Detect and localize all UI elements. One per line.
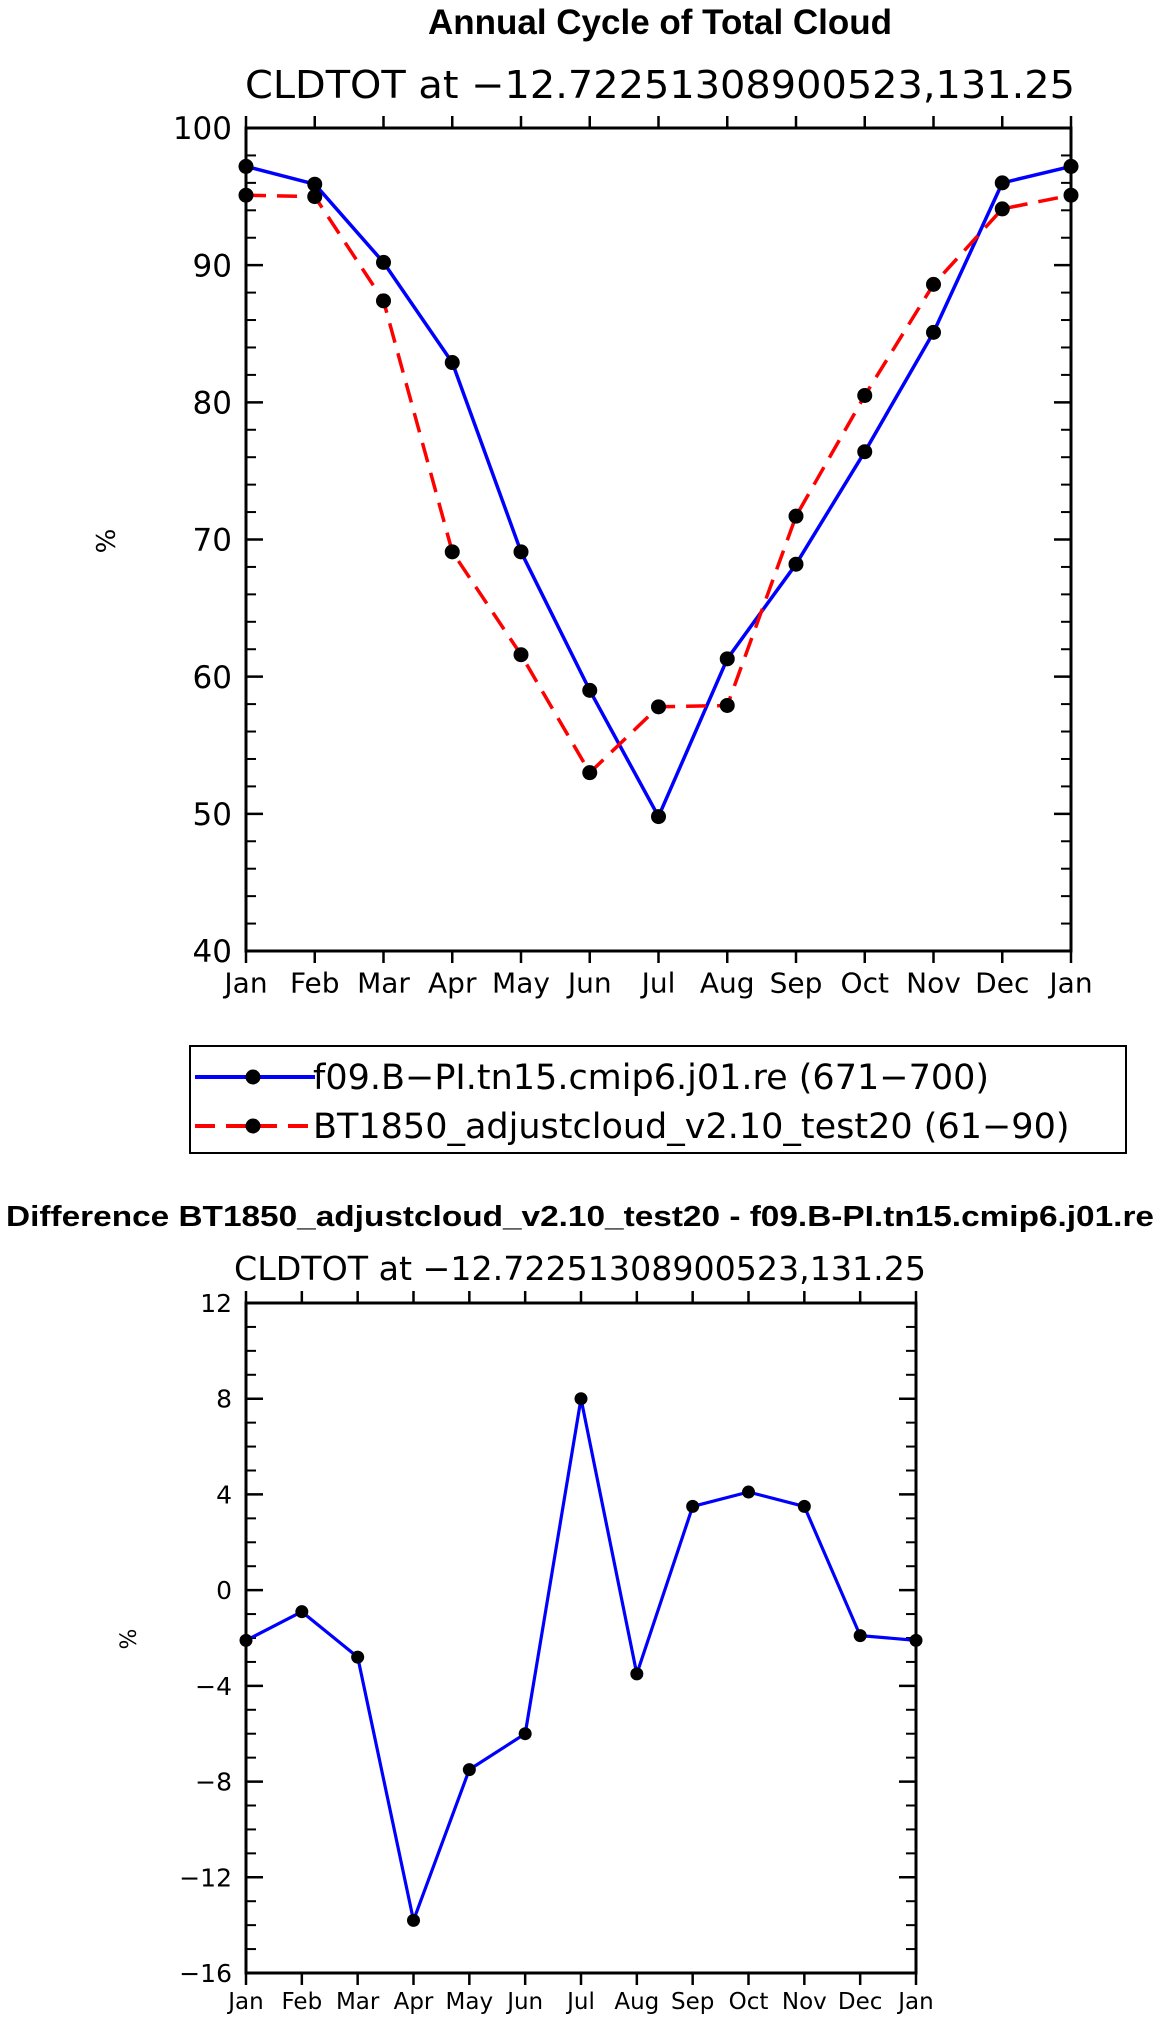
y-axis-label: % [117, 1629, 142, 1650]
series-line-2 [245, 193, 1072, 775]
chart-title: Difference BT1850_adjustcloud_v2.10_test… [6, 1201, 1154, 1233]
x-tick-label: Apr [394, 1989, 434, 2015]
data-point-series-2 [444, 544, 460, 560]
data-point-series-1 [376, 254, 391, 270]
x-tick-label: May [492, 966, 550, 999]
data-point-series-1 [788, 556, 804, 572]
data-point-series-2 [857, 387, 873, 403]
data-point-series-1 [518, 1727, 532, 1741]
y-tick-label: 50 [193, 797, 232, 833]
data-point-series-2 [719, 697, 735, 713]
legend-box [189, 1045, 1127, 1154]
x-tick-label: Jan [1047, 966, 1092, 999]
y-tick-label: −16 [179, 1959, 232, 1988]
legend: f09.B−PI.tn15.cmip6.j01.re (671−700) BT1… [189, 1045, 1127, 1154]
x-tick-label: Jun [505, 1989, 543, 2015]
y-tick-label: 4 [216, 1480, 232, 1509]
y-tick-label: 40 [193, 934, 232, 970]
y-axis-label: % [92, 529, 122, 554]
data-point-series-1 [651, 809, 666, 825]
x-tick-label: Oct [841, 966, 889, 999]
data-point-series-1 [582, 682, 598, 698]
y-tick-label: 12 [200, 1289, 232, 1318]
x-tick-label: Jul [565, 1989, 595, 2015]
difference-chart: Difference BT1850_adjustcloud_v2.10_test… [6, 1201, 1154, 2015]
data-point-series-1 [407, 1913, 420, 1927]
x-tick-label: Dec [838, 1989, 883, 2015]
x-tick-label: Apr [428, 966, 477, 999]
y-tick-label: 80 [193, 385, 232, 421]
data-point-series-1 [513, 544, 529, 560]
x-tick-label: Mar [357, 966, 410, 999]
data-point-series-2 [926, 276, 941, 292]
data-point-series-1 [926, 324, 941, 340]
x-tick-label: Jan [222, 966, 267, 999]
plot-frame [244, 126, 1073, 953]
x-tick-label: Mar [336, 1989, 380, 2015]
legend-marker-series-1 [245, 1069, 261, 1085]
series-line-1 [245, 1397, 917, 1923]
x-tick-label: Jan [226, 1989, 263, 2015]
x-tick-label: Nov [782, 1989, 827, 2015]
data-point-series-1 [853, 1629, 867, 1643]
series-line-1 [245, 164, 1072, 819]
data-point-series-2 [376, 293, 391, 309]
plot-frame [244, 1301, 918, 1975]
y-tick-label: 60 [193, 660, 232, 696]
data-point-series-2 [788, 508, 804, 524]
x-tick-label: Jul [640, 966, 676, 999]
data-point-series-2 [513, 647, 529, 663]
chart-title: Annual Cycle of Total Cloud [428, 3, 892, 42]
data-point-series-1 [444, 355, 460, 371]
data-point-series-1 [994, 175, 1010, 191]
x-tick-label: Oct [729, 1989, 769, 2015]
data-point-series-2 [994, 201, 1010, 217]
x-tick-label: Sep [671, 1989, 714, 2015]
x-tick-label: Feb [281, 1989, 322, 2015]
x-tick-label: Feb [290, 966, 340, 999]
legend-label-series-2: BT1850_adjustcloud_v2.10_test20 (61−90) [313, 1107, 1070, 1147]
data-point-series-1 [351, 1650, 365, 1664]
y-tick-label: 8 [216, 1385, 232, 1414]
y-tick-label: 0 [216, 1576, 232, 1605]
y-tick-label: −12 [179, 1863, 232, 1892]
x-tick-label: Dec [975, 966, 1029, 999]
data-point-series-1 [630, 1667, 644, 1681]
legend-label-series-1: f09.B−PI.tn15.cmip6.j01.re (671−700) [313, 1058, 989, 1098]
x-tick-label: Aug [700, 966, 755, 999]
x-tick-label: Aug [614, 1989, 659, 2015]
data-point-series-2 [582, 765, 598, 781]
data-point-series-1 [686, 1499, 700, 1513]
data-point-series-1 [307, 176, 323, 192]
chart-subtitle: CLDTOT at −12.72251308900523,131.25 [234, 1249, 926, 1288]
x-tick-label: Jan [896, 1989, 933, 2015]
data-point-series-2 [307, 189, 323, 205]
data-point-series-1 [742, 1485, 755, 1499]
x-tick-label: Nov [906, 966, 961, 999]
y-tick-label: 90 [193, 248, 232, 284]
data-point-series-1 [574, 1392, 588, 1406]
legend-marker-series-2 [245, 1118, 261, 1134]
x-tick-label: Sep [770, 966, 823, 999]
x-tick-label: Jun [566, 966, 612, 999]
y-tick-label: 100 [173, 111, 232, 147]
data-point-series-1 [857, 444, 873, 460]
chart-subtitle: CLDTOT at −12.72251308900523,131.25 [245, 63, 1075, 107]
y-tick-label: −8 [195, 1768, 232, 1797]
data-point-series-2 [651, 699, 666, 715]
data-point-series-1 [797, 1499, 811, 1513]
data-point-series-1 [462, 1763, 476, 1777]
y-tick-label: 70 [193, 523, 232, 559]
y-tick-label: −4 [195, 1672, 232, 1701]
data-point-series-1 [295, 1605, 309, 1619]
data-point-series-1 [719, 651, 735, 667]
x-tick-label: May [446, 1989, 494, 2015]
annual-cycle-chart: Annual Cycle of Total Cloud CLDTOT at −1… [92, 3, 1093, 999]
